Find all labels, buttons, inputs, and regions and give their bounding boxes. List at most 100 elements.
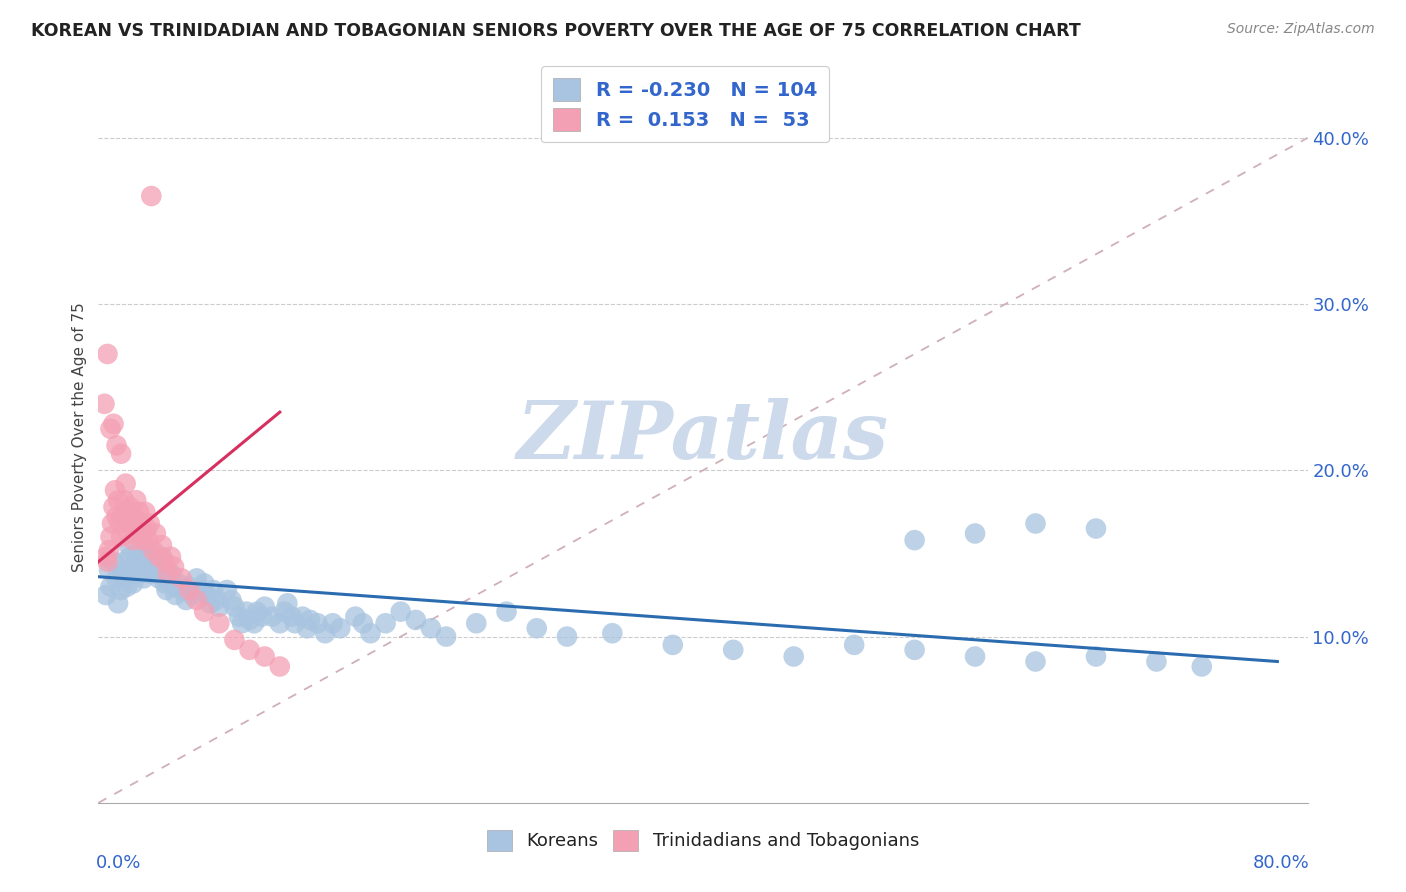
Point (202, 582, 225, 597)
Point (125, 493, 148, 508)
Point (118, 526, 141, 541)
Text: 0.0%: 0.0% (96, 854, 142, 872)
Point (131, 533, 153, 548)
Point (329, 621, 352, 635)
Point (1024, 655, 1046, 669)
Point (273, 605, 295, 619)
Point (170, 571, 193, 585)
Point (93, 397, 115, 411)
Point (96, 347, 118, 361)
Point (602, 626, 624, 640)
Point (405, 613, 427, 627)
Point (141, 189, 163, 203)
Point (389, 605, 412, 619)
Point (94, 549, 117, 564)
Point (100, 530, 122, 544)
Point (94, 588, 117, 602)
Point (420, 621, 443, 635)
Point (135, 549, 157, 564)
Point (120, 500, 142, 514)
Point (111, 509, 134, 524)
Point (155, 582, 177, 597)
Point (110, 582, 132, 597)
Point (135, 521, 157, 535)
Point (149, 563, 172, 577)
Point (465, 616, 488, 631)
Point (100, 422, 122, 436)
Point (904, 533, 927, 548)
Point (179, 580, 201, 594)
Point (965, 526, 987, 541)
Point (127, 546, 149, 560)
Point (195, 588, 218, 602)
Point (284, 616, 307, 631)
Point (112, 555, 135, 569)
Point (186, 593, 208, 607)
Point (281, 609, 304, 624)
Point (98, 543, 121, 558)
Point (269, 616, 291, 631)
Point (142, 546, 165, 560)
Point (124, 566, 146, 581)
Point (107, 493, 129, 508)
Point (129, 566, 152, 581)
Point (96, 555, 118, 569)
Point (118, 563, 141, 577)
Point (239, 613, 262, 627)
Point (228, 609, 250, 624)
Point (105, 571, 128, 585)
Point (134, 505, 156, 519)
Point (118, 538, 141, 552)
Text: 80.0%: 80.0% (1253, 854, 1310, 872)
Point (239, 643, 262, 657)
Point (231, 616, 253, 631)
Point (661, 638, 683, 652)
Point (1085, 521, 1108, 535)
Legend: Koreans, Trinidadians and Tobagonians: Koreans, Trinidadians and Tobagonians (478, 821, 928, 860)
Point (205, 593, 228, 607)
Point (128, 505, 150, 519)
Point (153, 576, 176, 591)
Point (103, 555, 125, 569)
Point (186, 571, 208, 585)
Text: Source: ZipAtlas.com: Source: ZipAtlas.com (1227, 22, 1375, 37)
Point (132, 571, 155, 585)
Point (125, 555, 148, 569)
Point (142, 543, 165, 558)
Point (104, 483, 127, 498)
Point (170, 582, 193, 597)
Point (121, 516, 143, 531)
Point (299, 613, 322, 627)
Point (193, 605, 215, 619)
Point (136, 533, 159, 548)
Point (150, 538, 173, 552)
Point (208, 599, 231, 614)
Point (208, 616, 231, 631)
Point (153, 555, 176, 569)
Point (141, 555, 163, 569)
Text: ZIPatlas: ZIPatlas (517, 399, 889, 475)
Point (112, 493, 135, 508)
Point (723, 643, 745, 657)
Point (1144, 655, 1167, 669)
Point (121, 563, 143, 577)
Point (148, 549, 170, 564)
Text: KOREAN VS TRINIDADIAN AND TOBAGONIAN SENIORS POVERTY OVER THE AGE OF 75 CORRELAT: KOREAN VS TRINIDADIAN AND TOBAGONIAN SEN… (31, 22, 1081, 40)
Point (132, 526, 155, 541)
Point (243, 616, 266, 631)
Point (783, 649, 806, 664)
Point (322, 616, 344, 631)
Point (221, 593, 243, 607)
Point (193, 576, 215, 591)
Point (904, 643, 927, 657)
Point (246, 605, 269, 619)
Point (114, 571, 136, 585)
Point (139, 516, 162, 531)
Point (190, 582, 212, 597)
Point (101, 516, 124, 531)
Point (224, 632, 246, 647)
Point (128, 559, 150, 574)
Point (269, 659, 291, 673)
Point (148, 571, 170, 585)
Point (163, 580, 186, 594)
